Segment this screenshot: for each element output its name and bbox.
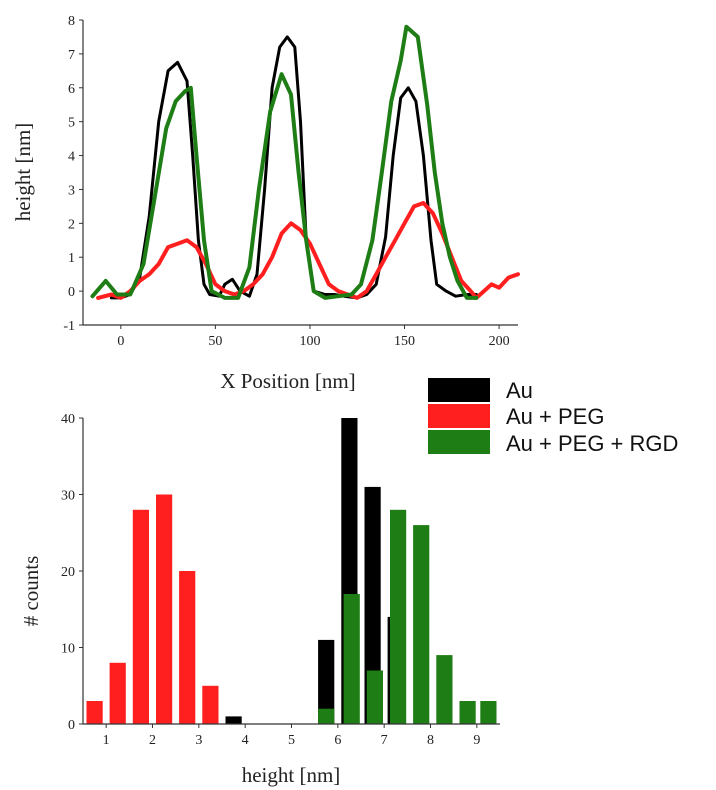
legend-label-au: Au bbox=[506, 378, 533, 403]
line-chart-x-tick-label: 50 bbox=[208, 334, 222, 349]
bar-au-peg-rgd bbox=[436, 655, 453, 724]
histogram-bars-group bbox=[86, 418, 497, 725]
legend-swatch-au-peg bbox=[428, 404, 490, 428]
legend-label-au-peg-rgd: Au + PEG + RGD bbox=[506, 431, 678, 456]
histogram-x-tick-label: 8 bbox=[427, 733, 434, 748]
line-chart-y-tick-label: 6 bbox=[68, 82, 75, 97]
line-chart-y-tick-label: 7 bbox=[68, 48, 75, 63]
line-series-au-peg bbox=[96, 201, 520, 300]
histogram-x-tick-label: 1 bbox=[103, 733, 110, 748]
line-chart-y-tick-label: 3 bbox=[68, 183, 75, 198]
histogram-height-counts: 1 2 3 4 5 6 7 8 9 0 10 20 30 40 height [nm] # counts bbox=[19, 412, 500, 787]
histogram-y-tick-label: 30 bbox=[61, 489, 75, 504]
line-chart-y-tick-label: 2 bbox=[68, 217, 75, 232]
line-chart-tick-labels: 0 50 100 150 200 -1 0 1 2 3 4 5 6 7 8 bbox=[63, 14, 509, 349]
line-chart-x-tick-label: 0 bbox=[117, 334, 124, 349]
bar-au-peg bbox=[86, 701, 103, 724]
bar-au-peg bbox=[179, 571, 196, 724]
line-series-au-peg-rgd bbox=[90, 24, 479, 300]
bar-au bbox=[364, 486, 381, 724]
legend-swatch-au-peg-rgd bbox=[428, 430, 490, 454]
histogram-x-axis-label: height [nm] bbox=[242, 763, 341, 787]
bar-au-peg-rgd bbox=[390, 509, 407, 724]
histogram-y-tick-label: 0 bbox=[68, 718, 75, 733]
line-chart-y-axis-label: height [nm] bbox=[11, 123, 35, 222]
line-chart-axes bbox=[79, 19, 518, 329]
histogram-y-tick-label: 40 bbox=[61, 412, 75, 427]
histogram-x-tick-label: 5 bbox=[288, 733, 295, 748]
histogram-axes bbox=[79, 417, 500, 728]
line-chart-x-tick-label: 100 bbox=[299, 334, 320, 349]
line-chart-y-tick-label: 0 bbox=[68, 285, 75, 300]
line-chart-y-tick-label: 1 bbox=[68, 251, 75, 266]
histogram-x-tick-label: 3 bbox=[195, 733, 202, 748]
bar-au-peg-rgd bbox=[343, 594, 360, 724]
bar-au-peg-rgd bbox=[318, 708, 335, 724]
line-chart-y-tick-label: 4 bbox=[68, 150, 75, 165]
bar-au bbox=[318, 639, 335, 724]
bar-au-peg-rgd bbox=[459, 701, 476, 724]
bar-au-peg bbox=[109, 662, 126, 724]
line-chart-y-tick-label: -1 bbox=[63, 319, 75, 334]
bar-au-peg bbox=[202, 685, 219, 725]
line-series-au bbox=[109, 35, 478, 300]
legend-swatch-au bbox=[428, 378, 490, 402]
line-series-group bbox=[90, 24, 520, 300]
histogram-tick-labels: 1 2 3 4 5 6 7 8 9 0 10 20 30 40 bbox=[61, 412, 480, 748]
histogram-y-tick-label: 10 bbox=[61, 642, 75, 657]
histogram-x-tick-label: 6 bbox=[334, 733, 341, 748]
bar-au-peg-rgd bbox=[366, 670, 383, 724]
bar-au bbox=[225, 716, 242, 724]
bar-au-peg-rgd bbox=[480, 701, 497, 724]
histogram-x-tick-label: 2 bbox=[149, 733, 156, 748]
legend-label-au-peg: Au + PEG bbox=[506, 404, 604, 429]
bar-au-peg-rgd bbox=[413, 525, 430, 724]
histogram-x-tick-label: 7 bbox=[381, 733, 388, 748]
bar-au-peg bbox=[156, 494, 173, 724]
line-chart-x-axis-label: X Position [nm] bbox=[220, 369, 355, 393]
histogram-y-axis-label: # counts bbox=[19, 556, 43, 627]
histogram-y-tick-label: 20 bbox=[61, 565, 75, 580]
line-chart-x-tick-label: 200 bbox=[489, 334, 510, 349]
line-chart-y-tick-label: 8 bbox=[68, 14, 75, 29]
histogram-x-tick-label: 9 bbox=[473, 733, 480, 748]
legend: Au Au + PEG Au + PEG + RGD bbox=[428, 378, 678, 456]
line-chart-x-tick-label: 150 bbox=[394, 334, 415, 349]
histogram-x-tick-label: 4 bbox=[242, 733, 249, 748]
bar-au-peg bbox=[132, 509, 149, 724]
line-chart-y-tick-label: 5 bbox=[68, 116, 75, 131]
